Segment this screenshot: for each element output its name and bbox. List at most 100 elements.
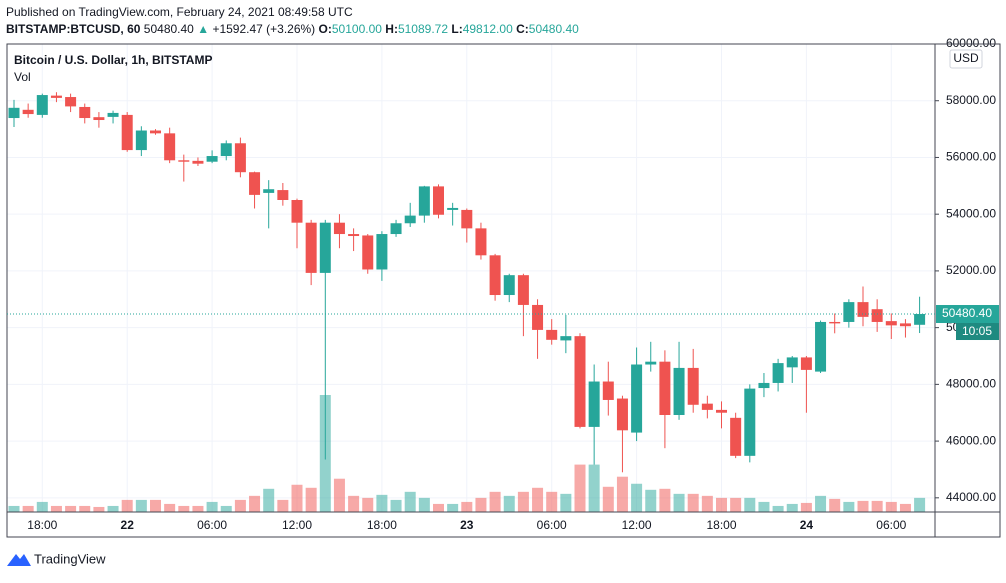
frame bbox=[6, 43, 1001, 538]
candle-body bbox=[8, 107, 20, 119]
candle-body bbox=[461, 209, 473, 229]
candle-body bbox=[79, 106, 91, 119]
candle-body bbox=[687, 367, 699, 405]
candle-body bbox=[857, 302, 869, 317]
candle-body bbox=[277, 190, 289, 200]
candle-body bbox=[50, 95, 62, 98]
header-line: BITSTAMP:BTCUSD, 60 50480.40 ▲ +1592.47 … bbox=[6, 22, 579, 36]
candle-body bbox=[164, 133, 176, 161]
arrow: ▲ bbox=[197, 22, 209, 36]
candle-body bbox=[404, 215, 416, 224]
candle-body bbox=[532, 304, 544, 330]
volume-bar bbox=[772, 505, 784, 512]
volume-bar bbox=[178, 505, 190, 512]
x-tick-label: 12:00 bbox=[622, 518, 652, 532]
volume-bar bbox=[206, 501, 218, 512]
volume-bar bbox=[744, 497, 756, 512]
volume-bar bbox=[475, 497, 487, 512]
x-tick-label: 12:00 bbox=[282, 518, 312, 532]
candle-body bbox=[744, 388, 756, 456]
volume-bar bbox=[135, 499, 147, 512]
series-title: Bitcoin / U.S. Dollar, 1h, BITSTAMP bbox=[14, 53, 212, 67]
candle-body bbox=[249, 172, 261, 195]
volume-bar bbox=[362, 497, 374, 512]
volume-bar bbox=[333, 478, 345, 512]
volume-bar bbox=[8, 505, 20, 512]
candle-body bbox=[362, 235, 374, 270]
candle-body bbox=[829, 321, 841, 324]
x-tick-label: 24 bbox=[800, 518, 814, 532]
candle-body bbox=[121, 114, 133, 151]
volume-bar bbox=[277, 499, 289, 512]
volume-bar bbox=[164, 503, 176, 512]
volume-bar bbox=[730, 497, 742, 512]
volume-bar bbox=[588, 464, 600, 512]
volume-bar bbox=[517, 491, 529, 512]
candle-body bbox=[616, 398, 628, 431]
volume-bar bbox=[659, 488, 671, 512]
candle-body bbox=[517, 275, 529, 305]
candle-body bbox=[758, 382, 770, 389]
candle-body bbox=[150, 130, 161, 134]
volume-bar bbox=[871, 500, 883, 512]
volume-bar bbox=[22, 505, 34, 512]
volume-bar bbox=[249, 495, 261, 512]
volume-bar bbox=[79, 505, 91, 512]
candle-body bbox=[546, 329, 558, 340]
volume-bar bbox=[560, 493, 572, 512]
c-label: C: bbox=[516, 22, 529, 36]
candle-body bbox=[390, 223, 402, 235]
volume-bar bbox=[305, 487, 317, 512]
volume-bar bbox=[263, 488, 275, 512]
volume-bar bbox=[121, 499, 133, 512]
candle-body bbox=[65, 97, 77, 107]
candle-body bbox=[376, 234, 388, 270]
volume-bar bbox=[150, 499, 161, 512]
candle-body bbox=[645, 361, 657, 365]
volume-bar bbox=[701, 495, 713, 512]
currency-box bbox=[949, 49, 983, 69]
o: 50100.00 bbox=[332, 22, 382, 36]
last-price-label: 50480.40 bbox=[942, 306, 992, 320]
volume-bar bbox=[404, 491, 416, 512]
volume-bar bbox=[65, 505, 77, 512]
x-tick-label: 18:00 bbox=[367, 518, 397, 532]
volume-bar bbox=[829, 498, 841, 512]
candle-body bbox=[291, 200, 303, 223]
volume-bar bbox=[93, 506, 105, 512]
volume-bar bbox=[885, 501, 897, 512]
candle-body bbox=[305, 222, 317, 273]
candle-body bbox=[885, 321, 897, 326]
volume-bar bbox=[687, 493, 699, 512]
x-tick-label: 23 bbox=[460, 518, 474, 532]
candle-body bbox=[588, 381, 600, 427]
candle-body bbox=[36, 95, 48, 115]
x-tick-label: 22 bbox=[121, 518, 135, 532]
candle-body bbox=[716, 409, 727, 413]
l: 49812.00 bbox=[463, 22, 513, 36]
x-tick-label: 18:00 bbox=[706, 518, 736, 532]
y-tick-label: 54000.00 bbox=[946, 206, 996, 220]
currency: USD bbox=[953, 51, 979, 65]
y-tick-label: 44000.00 bbox=[946, 490, 996, 504]
candle-body bbox=[843, 302, 855, 322]
candle-body bbox=[234, 143, 246, 173]
candle-body bbox=[475, 228, 487, 256]
volume-bar bbox=[899, 503, 911, 512]
candle-body bbox=[22, 109, 34, 115]
volume-bar bbox=[616, 476, 628, 512]
candle-body bbox=[815, 321, 827, 372]
volume-bar bbox=[433, 503, 444, 512]
candle-body bbox=[263, 189, 275, 193]
candle-body bbox=[560, 336, 572, 341]
volume-bar bbox=[645, 489, 657, 512]
candle-body bbox=[914, 314, 926, 325]
candle-body bbox=[220, 143, 232, 157]
published: Published on TradingView.com, February 2… bbox=[6, 5, 353, 19]
volume-bar bbox=[36, 501, 48, 512]
volume-bar bbox=[192, 505, 204, 512]
y-tick-label: 48000.00 bbox=[946, 377, 996, 391]
candle-body bbox=[433, 186, 444, 215]
x-tick-label: 06:00 bbox=[876, 518, 906, 532]
